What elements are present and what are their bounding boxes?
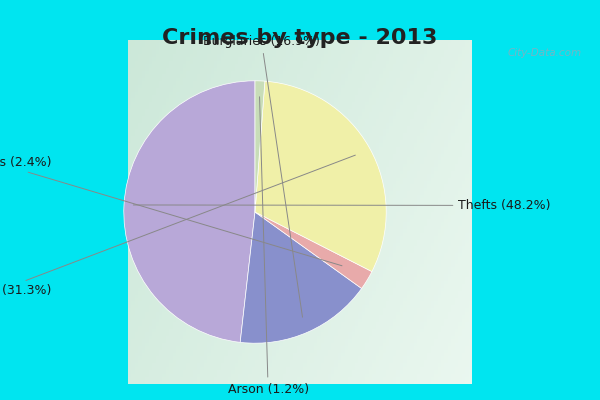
Wedge shape: [255, 212, 372, 288]
Wedge shape: [255, 81, 386, 272]
Text: City-Data.com: City-Data.com: [508, 48, 582, 58]
Text: Burglaries (16.9%): Burglaries (16.9%): [203, 35, 320, 317]
Text: Assaults (31.3%): Assaults (31.3%): [0, 155, 355, 297]
Text: Arson (1.2%): Arson (1.2%): [227, 97, 308, 396]
Text: Auto thefts (2.4%): Auto thefts (2.4%): [0, 156, 342, 266]
Wedge shape: [124, 81, 255, 342]
Wedge shape: [240, 212, 362, 343]
Text: Thefts (48.2%): Thefts (48.2%): [133, 199, 551, 212]
Text: Crimes by type - 2013: Crimes by type - 2013: [163, 28, 437, 48]
Wedge shape: [255, 81, 265, 212]
